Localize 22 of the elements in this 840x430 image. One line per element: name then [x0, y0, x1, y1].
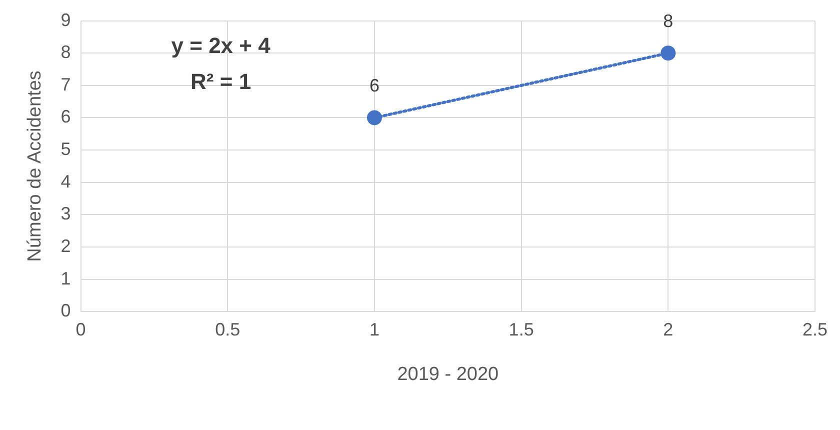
y-tick-label: 1	[60, 268, 71, 288]
y-tick-label: 5	[60, 139, 71, 160]
y-tick-label: 6	[60, 106, 71, 127]
x-tick-label: 2.5	[802, 319, 828, 340]
y-tick-label: 2	[60, 236, 71, 256]
y-tick-label: 8	[60, 42, 71, 62]
x-tick-label: 2	[663, 319, 674, 340]
annotation: y = 2x + 4	[171, 32, 272, 58]
x-tick-label: 1	[369, 319, 380, 340]
x-tick-label: 0.5	[215, 319, 240, 340]
y-tick-label: 9	[60, 10, 71, 30]
y-tick-label: 0	[60, 300, 71, 321]
x-tick-label: 0	[76, 319, 86, 340]
x-tick-label: 1.5	[508, 319, 534, 340]
y-axis-title: Número de Accidentes	[24, 70, 46, 262]
data-label: 6	[369, 76, 380, 96]
y-tick-label: 3	[60, 204, 71, 224]
x-axis-title: 2019 - 2020	[397, 364, 499, 385]
y-tick-label: 4	[60, 171, 71, 192]
data-label: 8	[663, 11, 674, 32]
annotation: R² = 1	[190, 68, 252, 94]
y-tick-label: 7	[60, 74, 71, 94]
